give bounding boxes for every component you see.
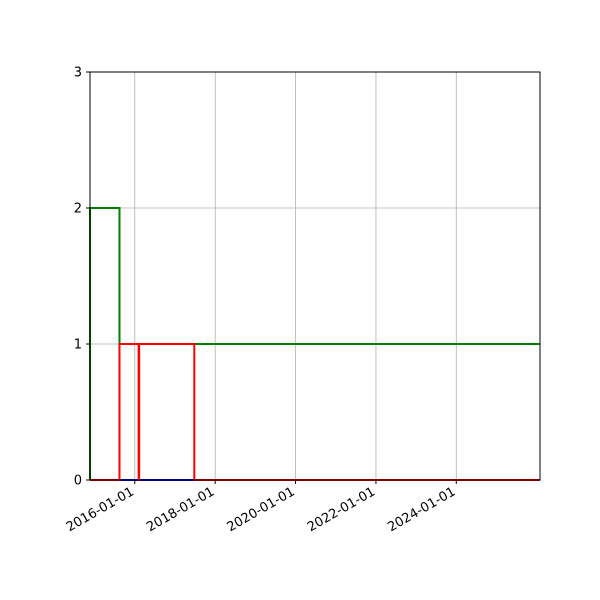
- y-tick-label: 1: [74, 338, 82, 353]
- y-axis: 0 1 2 3: [74, 66, 90, 489]
- y-tick-label: 0: [74, 474, 82, 489]
- x-tick-label: 2022-01-01: [305, 484, 378, 535]
- x-tick-label: 2018-01-01: [144, 484, 217, 535]
- y-tick-label: 2: [74, 202, 82, 217]
- y-tick-label: 3: [74, 66, 82, 81]
- x-tick-label: 2016-01-01: [64, 484, 137, 535]
- x-tick-label: 2024-01-01: [385, 484, 458, 535]
- plot-area: [90, 72, 540, 480]
- x-tick-label: 2020-01-01: [225, 484, 298, 535]
- x-axis: 2016-01-01 2018-01-01 2020-01-01 2022-01-01…: [64, 480, 458, 535]
- plot-frame: [89, 71, 541, 481]
